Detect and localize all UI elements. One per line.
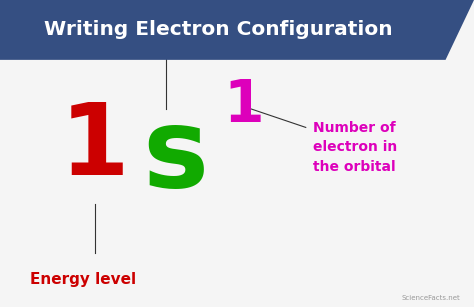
Text: 1: 1 [224,77,264,134]
Text: Type of orbital: Type of orbital [104,29,228,44]
Text: Writing Electron Configuration: Writing Electron Configuration [44,21,392,39]
Text: Number of
electron in
the orbital: Number of electron in the orbital [313,121,397,174]
Text: 1: 1 [60,99,129,196]
Polygon shape [0,0,474,60]
Text: ScienceFacts.net: ScienceFacts.net [401,295,460,301]
Text: Energy level: Energy level [30,272,136,287]
Text: s: s [142,103,209,210]
